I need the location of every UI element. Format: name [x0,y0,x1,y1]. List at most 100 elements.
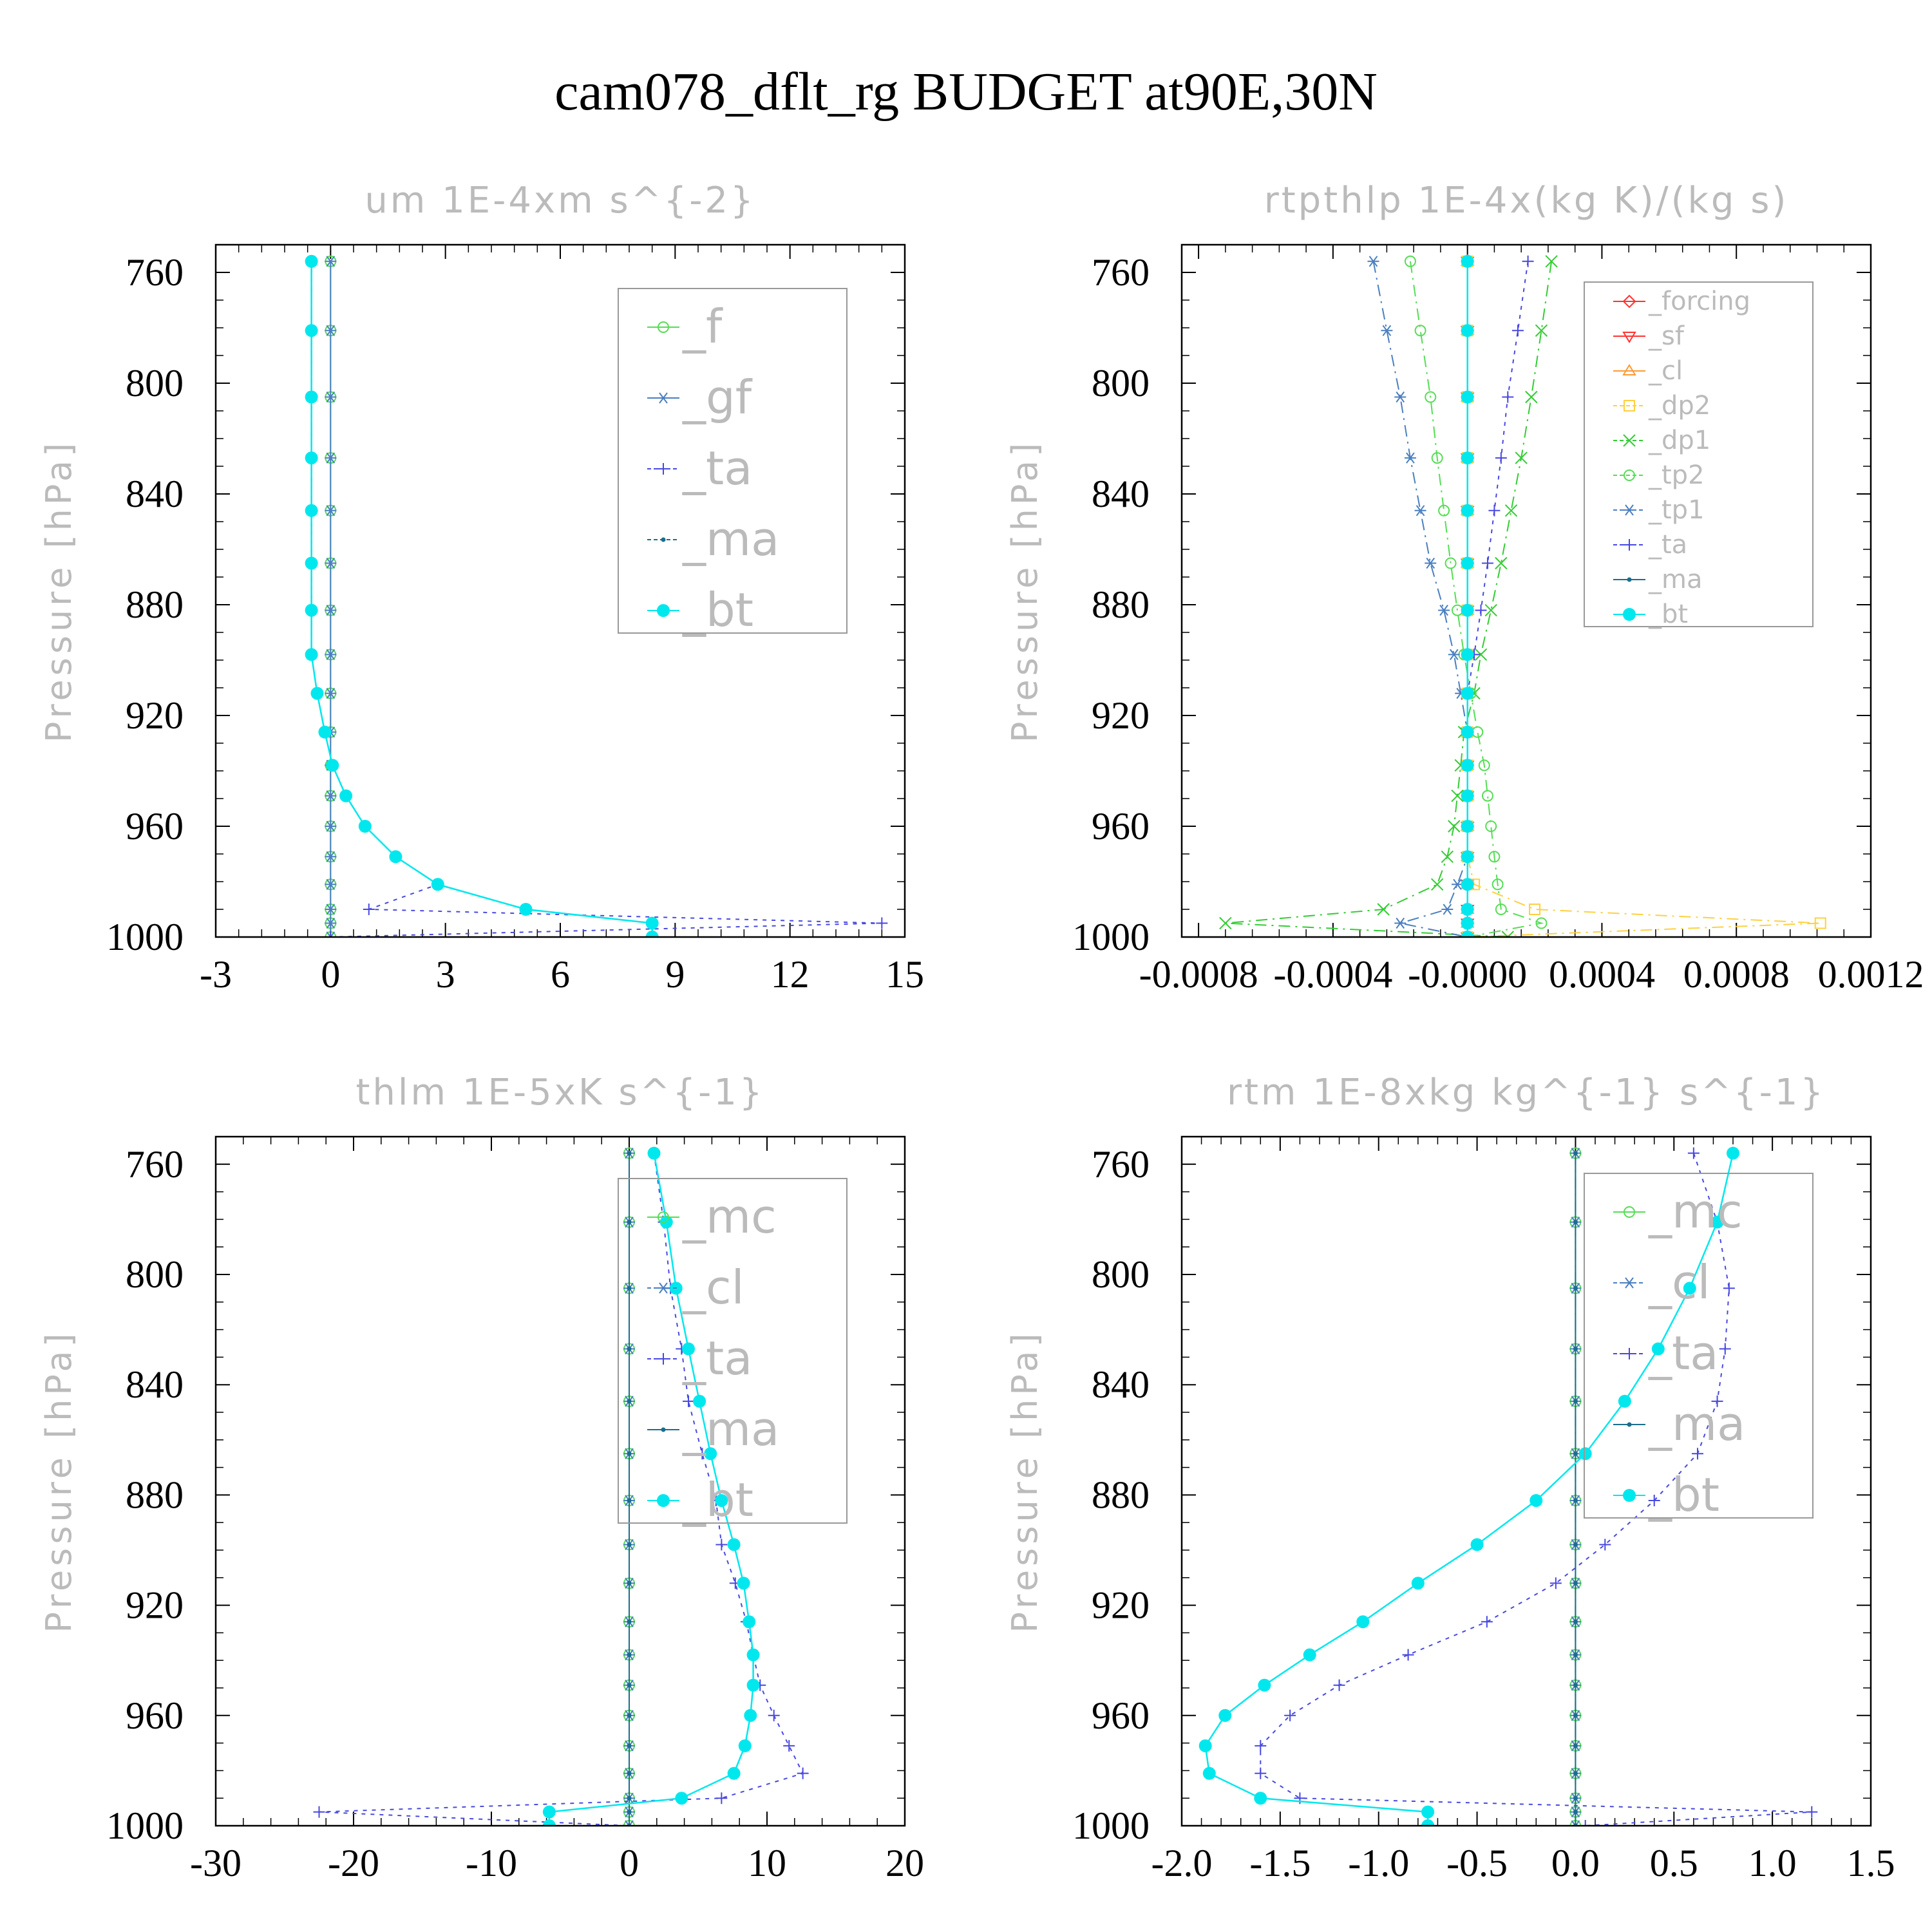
series-line_bt [1204,1153,1734,1826]
panel-title: rtpthlp 1E-4x(kg K)/(kg s) [1264,180,1789,222]
data-point_tp2 [1404,255,1416,267]
data-point_ta [683,1395,695,1407]
legend-entry: _dp1 [1613,426,1710,455]
data-point_ta [1549,1577,1562,1589]
legend-marker [1624,400,1635,412]
data-point_ma [627,1151,632,1156]
legend-label: _gf [682,370,753,424]
data-point_bt [1411,1577,1425,1590]
data-point_bt [326,759,339,772]
data-point_dp1 [1525,390,1538,404]
data-point_tp2 [1414,325,1426,337]
data-point_dp2 [1814,917,1826,929]
legend-entry: _bt [647,583,753,637]
data-point_bt [1461,687,1474,700]
data-point_gf [325,325,337,336]
data-point_bt [1727,1146,1739,1160]
y-tick-label: 760 [126,1143,184,1186]
x-tick-label: 1.5 [1847,1842,1895,1884]
data-point_ta [1475,604,1487,616]
legend-entry: _ma [1613,565,1702,594]
data-point_ma [1573,1451,1578,1456]
data-point_dp1 [1495,556,1508,570]
y-tick-label: 1000 [1072,916,1150,958]
data-point_bt [1461,878,1474,891]
legend-box [618,288,848,634]
data-point_bt [727,1538,741,1551]
data-point_cl [623,1820,635,1826]
x-tick-label: -0.0004 [1273,953,1392,996]
legend-label: _sf [1648,321,1685,351]
data-point_bt [1461,903,1474,916]
legend: _mc _cl _ta _ma _bt [1584,1173,1814,1522]
data-point_tp2 [1444,557,1457,569]
data-point_ta [1648,1494,1660,1506]
legend-entry: _ma [1613,1397,1745,1451]
plot-frame [1180,243,1872,938]
y-axis-label: Pressure [hPa] [1005,1329,1045,1633]
series-line_dp2 [1466,261,1821,937]
series-group [1198,1146,1818,1826]
data-point_ma [627,1810,632,1815]
data-point_bt [389,850,402,864]
data-point_cl [1569,1820,1582,1826]
data-point_ta [1599,1539,1611,1551]
data-point_tp2 [1492,878,1504,891]
legend: _mc _cl _ta _ma _bt [618,1178,848,1527]
data-point_tp1 [1381,325,1393,336]
data-point_bt [1461,759,1474,772]
data-point_ta [1284,1709,1296,1721]
legend-box [618,1178,848,1524]
legend-marker [1623,434,1636,447]
legend-marker [658,321,669,333]
legend-entry: _forcing [1613,287,1750,316]
legend-label: _dp1 [1648,426,1710,455]
data-point_ta [768,1709,780,1721]
data-point_bt [431,878,444,891]
data-point_ta [797,1767,809,1779]
data-point_ta [1255,1739,1267,1752]
data-point_bt [727,1766,741,1780]
panel-title: rtm 1E-8xkg kg^{-1} s^{-1} [1227,1072,1826,1113]
legend-marker [658,1282,669,1294]
data-point_ma [627,1347,632,1352]
data-point_bt [1198,1739,1212,1752]
x-ticks: -30 -20 -10 0 10 20 [190,1137,924,1884]
data-point_bt [743,1615,756,1629]
data-point_bt [542,1819,556,1826]
data-point_bt [746,1678,760,1692]
data-point_tp1 [1441,904,1454,915]
data-point_gf [325,851,337,862]
legend-marker [1624,1277,1635,1289]
data-point_ma [627,1653,632,1658]
y-ticks: 760 800 840 880 920 960 1000 [106,244,905,958]
data-point_dp1 [1515,451,1528,464]
data-point_ma [1573,1619,1578,1624]
y-tick-label: 760 [1092,251,1150,294]
data-point_bt [1530,1493,1543,1507]
panel-thlm: thlm 1E-5xK s^{-1} Pressure [hPa] -30 -20 -1… [39,1072,924,1884]
data-point_bt [1258,1678,1271,1692]
panel-rtpthlp: rtpthlp 1E-4x(kg K)/(kg s) Pressure [hPa]… [1005,180,1924,996]
x-tick-label: -1.0 [1348,1842,1409,1884]
y-tick-label: 840 [1092,473,1150,515]
y-tick-label: 960 [126,805,184,848]
data-point_bt [645,931,659,937]
x-tick-label: 0.0 [1551,1842,1600,1884]
data-point_tp1 [1394,917,1406,929]
plot-frame [214,243,906,938]
data-point_gf [325,452,337,464]
data-point_dp1 [1377,903,1390,916]
data-point_ta [1511,325,1524,337]
series-line_ta [1466,261,1529,937]
x-tick-label: 1.0 [1748,1842,1797,1884]
data-point_ma [627,1580,632,1586]
data-point_ma [1573,1795,1578,1801]
panel-title: thlm 1E-5xK s^{-1} [355,1072,764,1113]
data-point_ma [627,1771,632,1776]
legend-entry: _mc [1613,1184,1743,1238]
legend-label: _ma [682,512,779,566]
legend-label: _forcing [1648,287,1750,316]
y-tick-label: 840 [126,1363,184,1406]
